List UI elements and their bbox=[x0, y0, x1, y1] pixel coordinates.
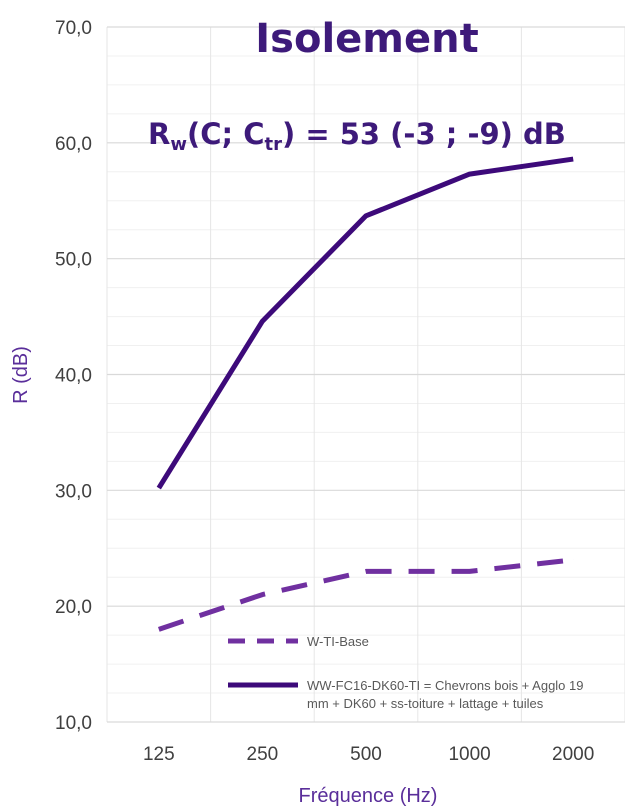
chart-title: Isolement bbox=[255, 16, 478, 62]
legend-label-base: W-TI-Base bbox=[307, 634, 369, 649]
legend: W-TI-Base WW-FC16-DK60-TI = Chevrons boi… bbox=[228, 634, 584, 711]
y-tick-label: 60,0 bbox=[55, 134, 92, 155]
chart-subtitle: Rw(C; Ctr) = 53 (-3 ; -9) dB bbox=[148, 117, 566, 155]
series-lines bbox=[156, 156, 574, 632]
y-tick-label: 10,0 bbox=[55, 713, 92, 734]
subtitle-close: ) = 53 (-3 ; -9) dB bbox=[282, 117, 566, 151]
x-axis-ticks: 125 250 500 1000 2000 bbox=[143, 744, 594, 765]
x-tick-label: 500 bbox=[350, 744, 382, 765]
series-line-0 bbox=[158, 557, 574, 632]
y-tick-label: 70,0 bbox=[55, 18, 92, 39]
y-axis-ticks: 10,0 20,0 30,0 40,0 50,0 60,0 70,0 bbox=[55, 18, 92, 734]
subtitle-open: (C; C bbox=[187, 117, 265, 151]
subtitle-w: w bbox=[170, 134, 187, 155]
subtitle-tr: tr bbox=[265, 134, 283, 155]
subtitle-r: R bbox=[148, 117, 170, 151]
legend-label-main-line2: mm + DK60 + ss-toiture + lattage + tuile… bbox=[307, 696, 544, 711]
y-tick-label: 30,0 bbox=[55, 481, 92, 502]
y-axis-label: R (dB) bbox=[10, 346, 32, 404]
y-tick-label: 50,0 bbox=[55, 250, 92, 271]
x-tick-label: 2000 bbox=[552, 744, 594, 765]
grid bbox=[106, 26, 625, 723]
x-tick-label: 250 bbox=[247, 744, 279, 765]
y-tick-label: 20,0 bbox=[55, 597, 92, 618]
y-tick-label: 40,0 bbox=[55, 366, 92, 387]
x-tick-label: 1000 bbox=[448, 744, 490, 765]
legend-label-main-line1: WW-FC16-DK60-TI = Chevrons bois + Agglo … bbox=[307, 678, 584, 693]
series-line-1 bbox=[156, 156, 574, 490]
x-tick-label: 125 bbox=[143, 744, 175, 765]
x-axis-label: Fréquence (Hz) bbox=[299, 785, 438, 807]
